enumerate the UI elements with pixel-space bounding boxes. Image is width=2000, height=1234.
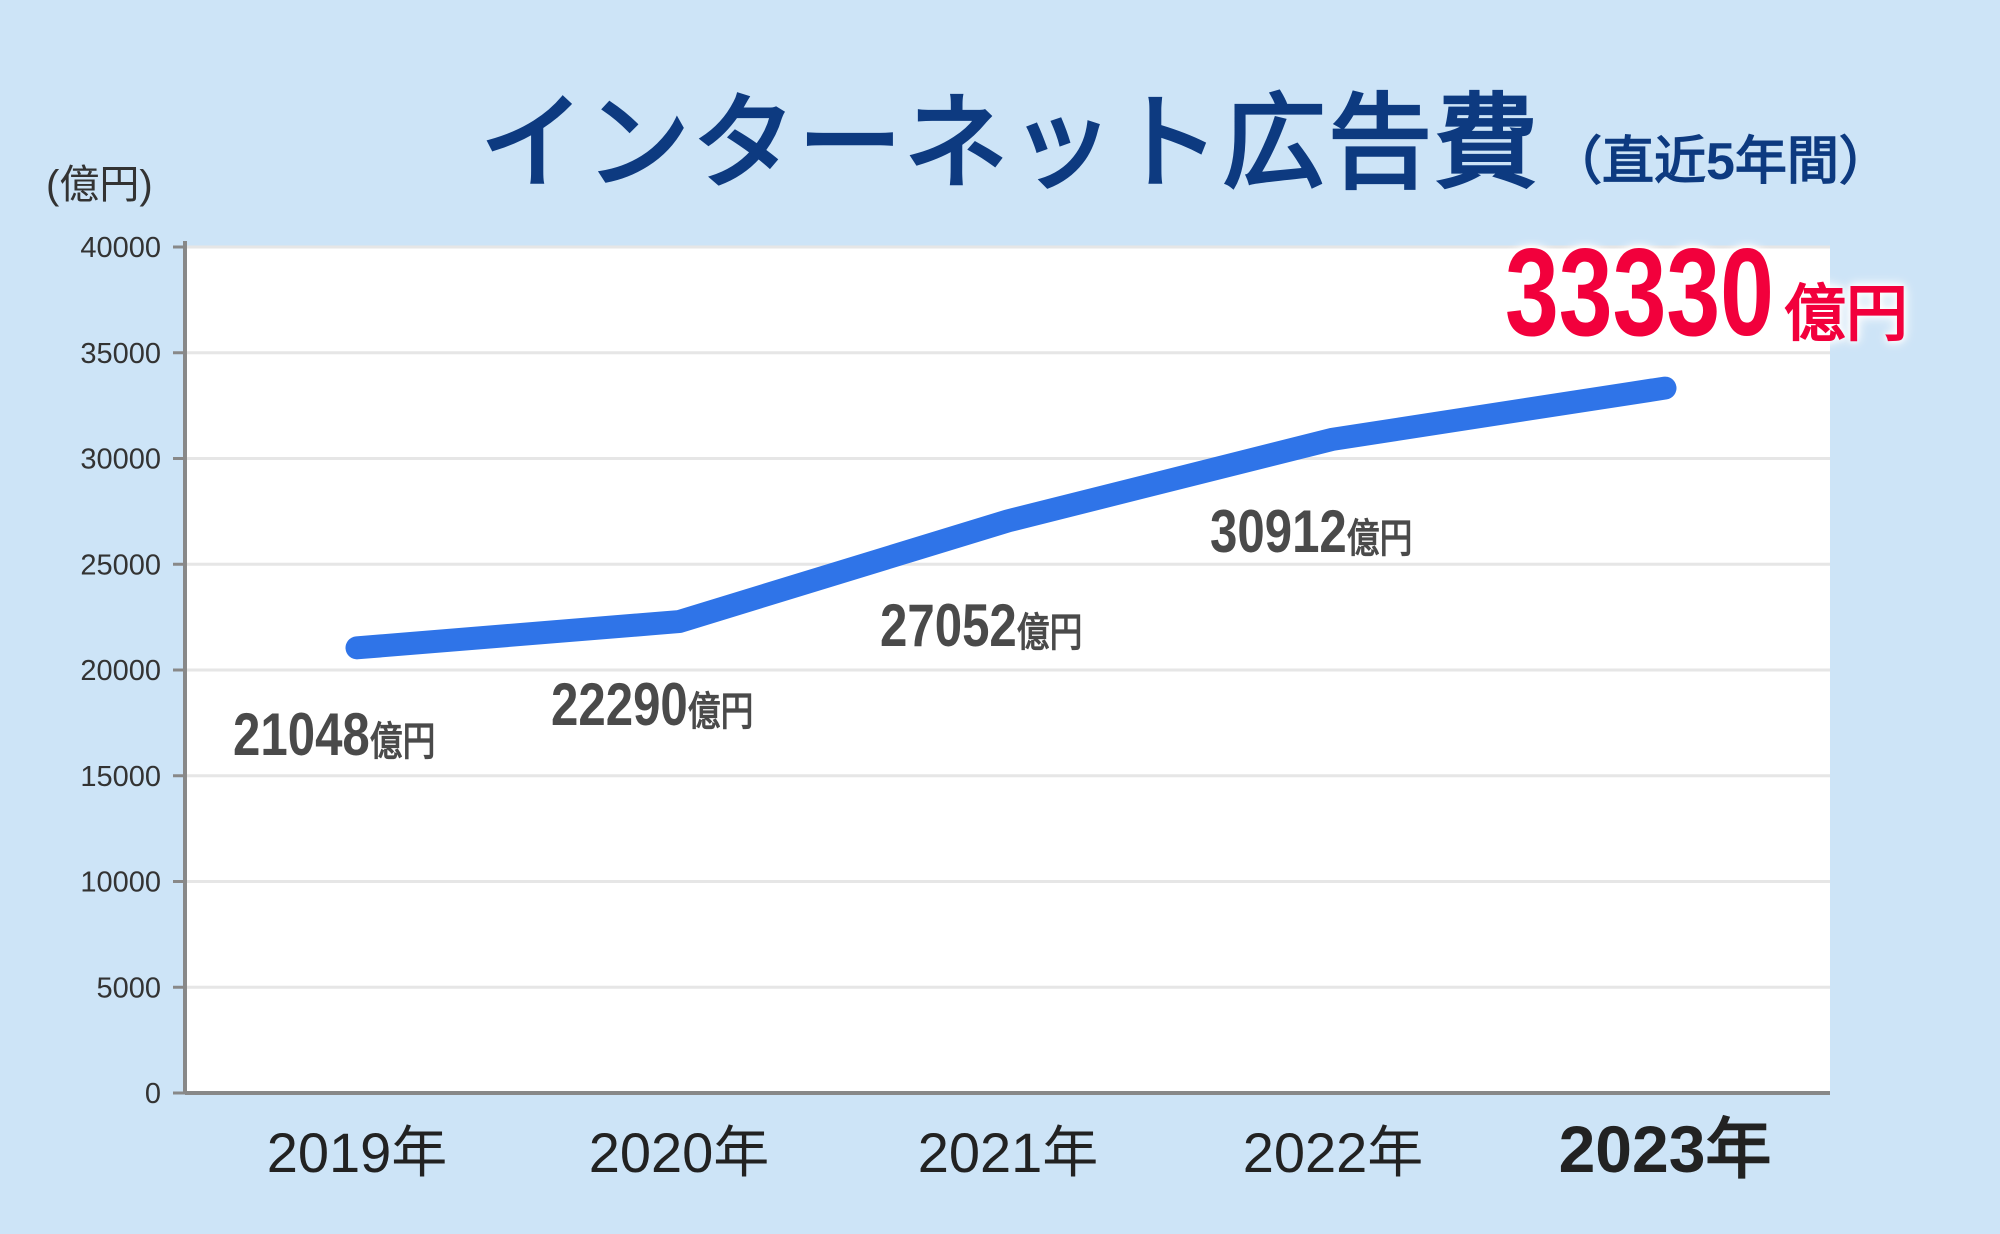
data-point: [1664, 387, 1666, 390]
y-tick-label: 0: [145, 1078, 161, 1110]
data-label: 27052億円: [880, 591, 1082, 659]
y-tick-label: 20000: [80, 655, 161, 687]
data-label-unit: 億円: [1017, 610, 1083, 655]
highlight-value-unit: 億円: [1783, 280, 1908, 349]
data-label-unit: 億円: [1347, 516, 1413, 561]
data-label: 22290億円: [551, 670, 753, 738]
y-tick-label: 35000: [80, 338, 161, 370]
data-point: [678, 620, 680, 623]
x-tick-label: 2023年: [1559, 1112, 1772, 1186]
y-tick-label: 5000: [96, 972, 161, 1004]
y-tick-label: 40000: [80, 232, 161, 264]
data-point: [356, 646, 358, 649]
chart-title-main: インターネット広告費: [480, 86, 1541, 202]
data-label-value: 21048: [233, 700, 370, 768]
data-point: [1332, 438, 1334, 441]
data-label: 21048億円: [233, 700, 435, 768]
y-tick-label: 15000: [80, 761, 161, 793]
chart-subtitle: （直近5年間）: [1550, 133, 1891, 191]
y-tick-label: 25000: [80, 549, 161, 581]
x-tick-label: 2022年: [1243, 1121, 1424, 1184]
y-tick-label: 10000: [80, 867, 161, 899]
y-tick-label: 30000: [80, 444, 161, 476]
highlight-value-label: 33330 億円: [1505, 222, 1908, 364]
data-label: 30912億円: [1210, 497, 1412, 565]
data-point: [1007, 519, 1009, 522]
data-label-value: 27052: [880, 591, 1017, 659]
chart-title: インターネット広告費 （直近5年間）: [480, 58, 1891, 209]
x-tick-label: 2019年: [267, 1121, 448, 1184]
data-label-unit: 億円: [688, 689, 754, 734]
data-label-value: 30912: [1210, 497, 1347, 565]
data-label-value: 22290: [551, 670, 688, 738]
x-tick-label: 2021年: [918, 1121, 1099, 1184]
x-tick-label: 2020年: [589, 1121, 770, 1184]
y-axis-label: (億円): [46, 163, 153, 207]
highlight-value-number: 33330: [1505, 224, 1774, 362]
data-label-unit: 億円: [370, 719, 436, 764]
